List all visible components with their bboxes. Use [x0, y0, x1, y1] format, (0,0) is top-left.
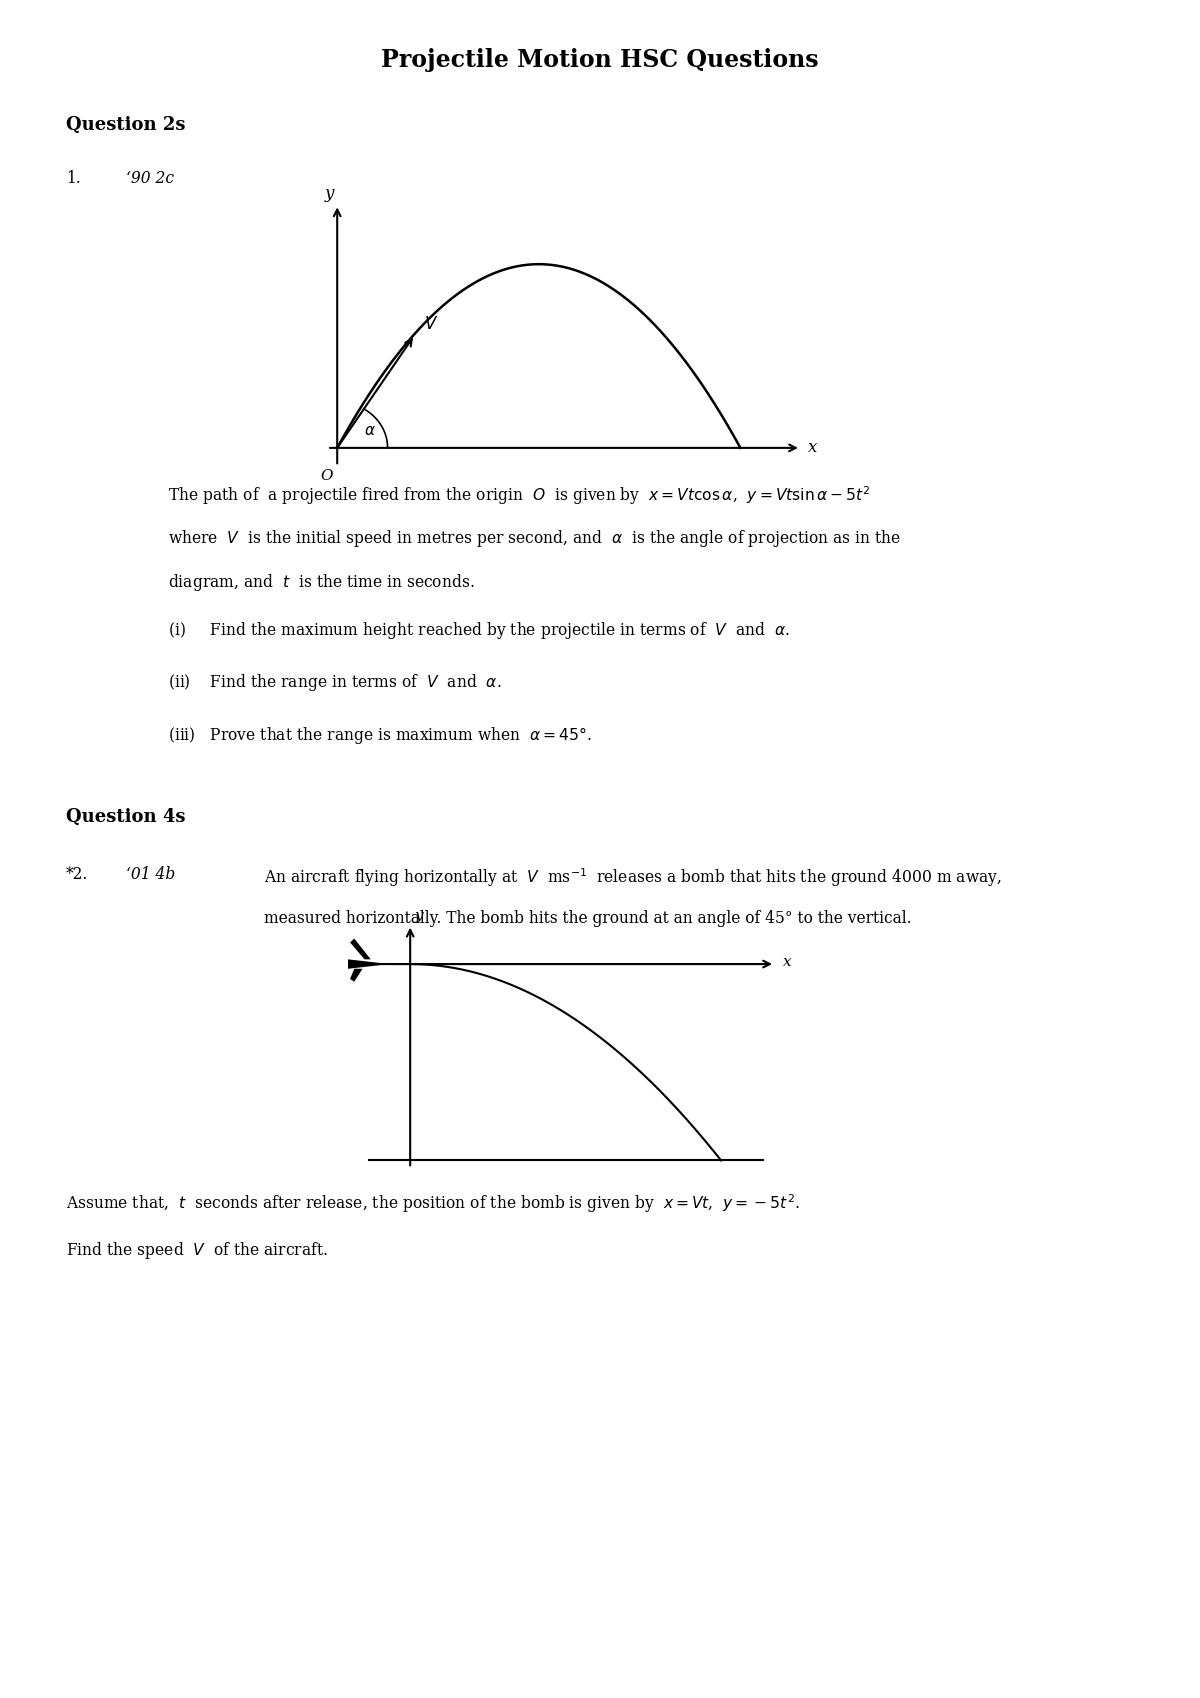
Text: Assume that,  $t$  seconds after release, the position of the bomb is given by  : Assume that, $t$ seconds after release, …: [66, 1192, 800, 1214]
Text: ‘01 4b: ‘01 4b: [126, 866, 175, 883]
Text: x: x: [784, 954, 792, 970]
Text: Question 2s: Question 2s: [66, 115, 186, 134]
Text: Find the speed  $V$  of the aircraft.: Find the speed $V$ of the aircraft.: [66, 1240, 328, 1260]
Text: 1.: 1.: [66, 170, 80, 187]
Text: Question 4s: Question 4s: [66, 808, 186, 827]
Text: $V$: $V$: [424, 316, 438, 333]
Text: O: O: [320, 469, 334, 482]
Text: diagram, and  $t$  is the time in seconds.: diagram, and $t$ is the time in seconds.: [168, 572, 475, 593]
Text: ‘90 2c: ‘90 2c: [126, 170, 174, 187]
Text: Projectile Motion HSC Questions: Projectile Motion HSC Questions: [382, 48, 818, 71]
Text: *2.: *2.: [66, 866, 89, 883]
Text: The path of  a projectile fired from the origin  $O$  is given by  $x = Vt\cos\a: The path of a projectile fired from the …: [168, 484, 871, 506]
Text: measured horizontally. The bomb hits the ground at an angle of 45° to the vertic: measured horizontally. The bomb hits the…: [264, 910, 912, 927]
Text: y: y: [414, 908, 422, 922]
Polygon shape: [350, 939, 371, 959]
Text: (ii)    Find the range in terms of  $V$  and  $\alpha$.: (ii) Find the range in terms of $V$ and …: [168, 672, 502, 693]
Polygon shape: [350, 970, 362, 981]
Text: $\alpha$: $\alpha$: [364, 424, 376, 438]
Text: (i)     Find the maximum height reached by the projectile in terms of  $V$  and : (i) Find the maximum height reached by t…: [168, 620, 790, 640]
Text: An aircraft flying horizontally at  $V$  ms$^{-1}$  releases a bomb that hits th: An aircraft flying horizontally at $V$ m…: [264, 866, 1002, 888]
Text: (iii)   Prove that the range is maximum when  $\alpha = 45°$.: (iii) Prove that the range is maximum wh…: [168, 725, 592, 745]
Polygon shape: [348, 959, 390, 970]
Text: y: y: [325, 185, 335, 202]
Text: where  $V$  is the initial speed in metres per second, and  $\alpha$  is the ang: where $V$ is the initial speed in metres…: [168, 528, 901, 548]
Text: x: x: [809, 440, 818, 457]
